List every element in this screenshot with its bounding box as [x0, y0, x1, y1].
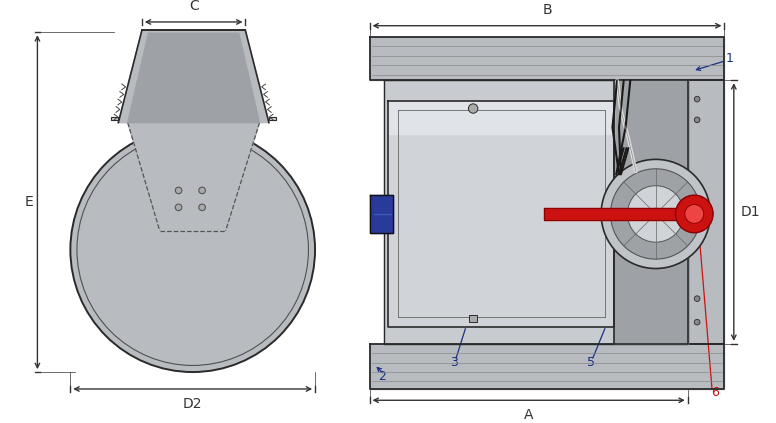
Circle shape — [675, 195, 713, 233]
Circle shape — [695, 96, 700, 102]
Polygon shape — [384, 80, 688, 344]
Text: 3: 3 — [450, 356, 459, 369]
Bar — [111, 117, 119, 120]
Text: 4: 4 — [561, 123, 570, 136]
Text: D1: D1 — [740, 205, 760, 219]
Text: A: A — [524, 408, 533, 422]
Text: 5: 5 — [587, 356, 594, 369]
Circle shape — [695, 319, 700, 325]
Bar — [469, 315, 477, 322]
Text: E: E — [25, 195, 33, 209]
Text: 6: 6 — [711, 386, 719, 399]
Circle shape — [199, 187, 206, 194]
Circle shape — [695, 117, 700, 123]
Polygon shape — [369, 195, 393, 233]
Circle shape — [175, 204, 182, 211]
Polygon shape — [389, 101, 615, 134]
Circle shape — [695, 296, 700, 302]
Circle shape — [611, 169, 701, 259]
Circle shape — [175, 187, 182, 194]
Circle shape — [71, 127, 315, 372]
Circle shape — [601, 159, 710, 269]
Polygon shape — [615, 80, 688, 344]
Text: B: B — [542, 3, 552, 17]
Polygon shape — [688, 80, 725, 344]
Circle shape — [469, 104, 478, 113]
Polygon shape — [119, 30, 269, 123]
Polygon shape — [128, 33, 259, 123]
Circle shape — [685, 205, 704, 223]
Text: 1: 1 — [726, 52, 733, 65]
Text: C: C — [189, 0, 199, 14]
Circle shape — [650, 208, 661, 220]
Text: 2: 2 — [378, 370, 386, 383]
Polygon shape — [544, 208, 695, 220]
Polygon shape — [369, 37, 725, 80]
Polygon shape — [389, 101, 615, 327]
Text: D2: D2 — [183, 396, 203, 410]
Bar — [269, 117, 276, 120]
Polygon shape — [128, 123, 259, 231]
Circle shape — [199, 204, 206, 211]
Polygon shape — [369, 344, 725, 389]
Circle shape — [628, 186, 684, 242]
